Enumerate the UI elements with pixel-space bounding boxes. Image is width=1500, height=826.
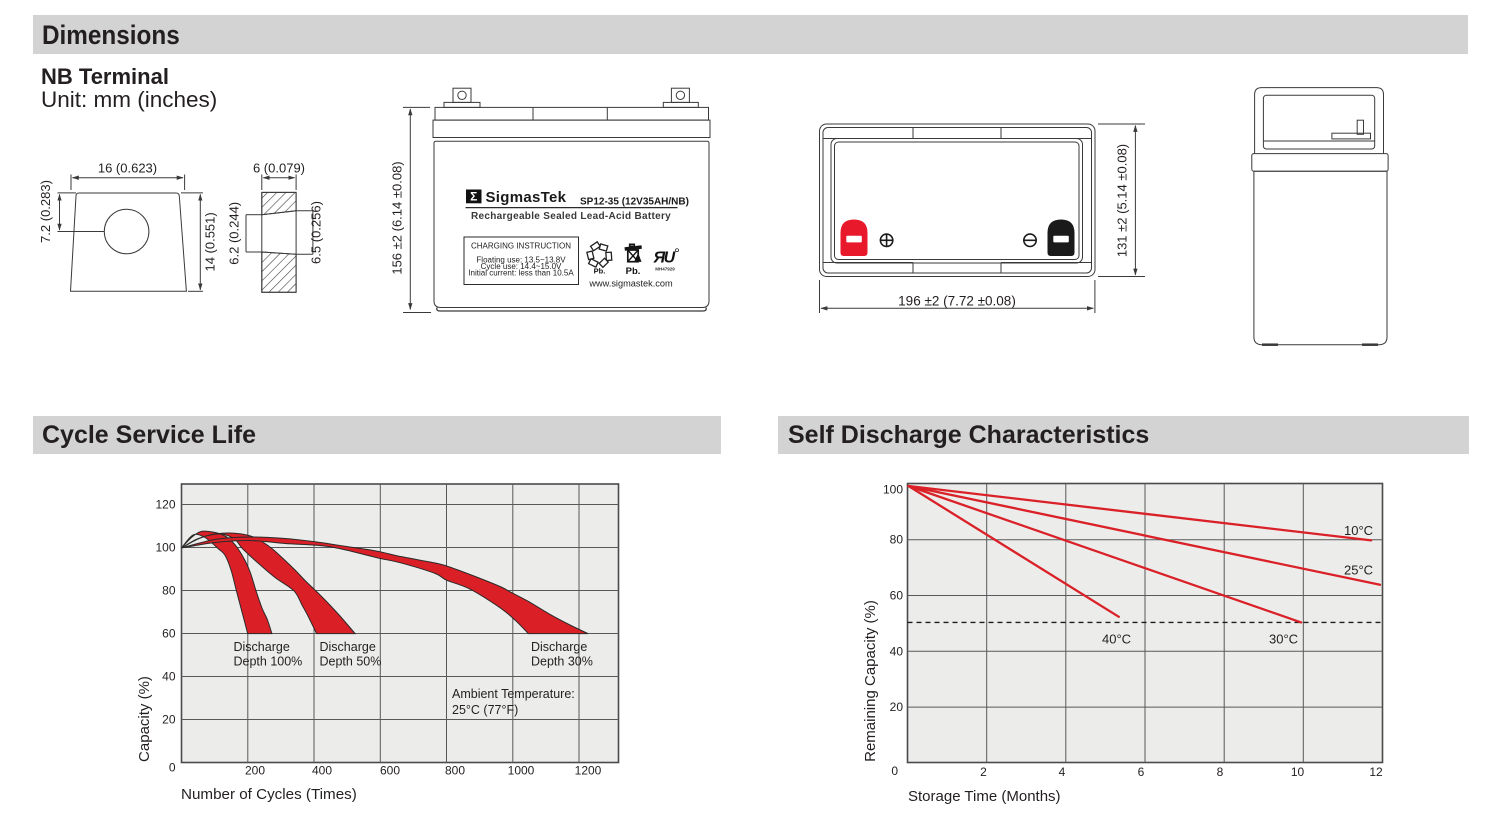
svg-text:60: 60 [162, 627, 176, 641]
svg-text:Discharge: Discharge [320, 640, 376, 654]
svg-text:196 ±2 (7.72 ±0.08): 196 ±2 (7.72 ±0.08) [898, 294, 1016, 309]
svg-text:7.2 (0.283): 7.2 (0.283) [38, 180, 53, 243]
svg-text:www.sigmastek.com: www.sigmastek.com [588, 278, 673, 288]
svg-text:1000: 1000 [508, 764, 535, 778]
svg-text:100: 100 [155, 541, 175, 555]
svg-text:6.2 (0.244): 6.2 (0.244) [227, 202, 242, 265]
svg-text:Capacity (%): Capacity (%) [136, 676, 153, 762]
svg-text:10°C: 10°C [1344, 523, 1373, 538]
svg-text:80: 80 [890, 533, 904, 547]
svg-text:100: 100 [883, 483, 903, 497]
svg-text:156 ±2 (6.14 ±0.08): 156 ±2 (6.14 ±0.08) [390, 161, 405, 274]
svg-text:MH47929: MH47929 [655, 266, 675, 271]
svg-text:Remaining Capacity (%): Remaining Capacity (%) [862, 600, 879, 762]
svg-text:4: 4 [1059, 765, 1066, 779]
svg-text:ЯU: ЯU [653, 250, 676, 267]
svg-text:Rechargeable Sealed Lead-Acid: Rechargeable Sealed Lead-Acid Battery [471, 211, 671, 222]
svg-text:Σ: Σ [470, 190, 477, 204]
svg-text:1200: 1200 [575, 764, 602, 778]
svg-text:Pb.: Pb. [594, 267, 606, 276]
svg-text:40: 40 [162, 670, 176, 684]
svg-text:6 (0.079): 6 (0.079) [253, 161, 305, 176]
svg-text:60: 60 [890, 589, 904, 603]
svg-text:8: 8 [1217, 765, 1224, 779]
svg-text:CHARGING INSTRUCTION: CHARGING INSTRUCTION [471, 242, 571, 251]
svg-text:120: 120 [155, 498, 175, 512]
svg-text:Ambient Temperature:: Ambient Temperature: [452, 687, 575, 701]
svg-text:SigmasTek: SigmasTek [486, 189, 567, 206]
svg-text:0: 0 [169, 761, 176, 775]
svg-text:30°C: 30°C [1269, 632, 1298, 647]
svg-text:Cycle use: 14.4~15.0V: Cycle use: 14.4~15.0V [481, 262, 562, 271]
svg-text:400: 400 [312, 764, 332, 778]
svg-text:25°C: 25°C [1344, 563, 1373, 578]
svg-text:6: 6 [1138, 765, 1145, 779]
svg-text:SP12-35 (12V35AH/NB): SP12-35 (12V35AH/NB) [580, 197, 689, 208]
svg-text:16 (0.623): 16 (0.623) [98, 161, 157, 176]
svg-text:Storage Time (Months): Storage Time (Months) [908, 788, 1061, 805]
svg-text:14 (0.551): 14 (0.551) [203, 212, 218, 271]
svg-text:Depth 50%: Depth 50% [320, 655, 382, 669]
svg-text:0: 0 [891, 764, 898, 778]
svg-text:Depth 30%: Depth 30% [531, 655, 593, 669]
svg-text:2: 2 [980, 765, 987, 779]
svg-text:Depth 100%: Depth 100% [234, 655, 303, 669]
svg-text:800: 800 [445, 764, 465, 778]
svg-text:131 ±2 (5.14 ±0.08): 131 ±2 (5.14 ±0.08) [1115, 144, 1130, 257]
svg-text:200: 200 [245, 764, 265, 778]
svg-text:Pb.: Pb. [626, 266, 641, 277]
svg-text:6.5 (0.256): 6.5 (0.256) [309, 201, 324, 264]
svg-text:12: 12 [1369, 765, 1383, 779]
svg-text:600: 600 [380, 764, 400, 778]
svg-text:80: 80 [162, 584, 176, 598]
svg-text:25°C (77°F): 25°C (77°F) [452, 703, 518, 717]
svg-text:20: 20 [162, 713, 176, 727]
svg-text:Initial current: less than 10.: Initial current: less than 10.5A [468, 269, 574, 278]
svg-text:40: 40 [890, 644, 904, 658]
svg-text:Discharge: Discharge [531, 640, 587, 654]
svg-text:10: 10 [1291, 765, 1305, 779]
svg-text:Floating use: 13.5~13.8V: Floating use: 13.5~13.8V [476, 255, 566, 264]
svg-text:Discharge: Discharge [234, 640, 290, 654]
svg-text:Number of Cycles (Times): Number of Cycles (Times) [181, 786, 357, 803]
svg-text:20: 20 [890, 700, 904, 714]
svg-text:40°C: 40°C [1102, 632, 1131, 647]
